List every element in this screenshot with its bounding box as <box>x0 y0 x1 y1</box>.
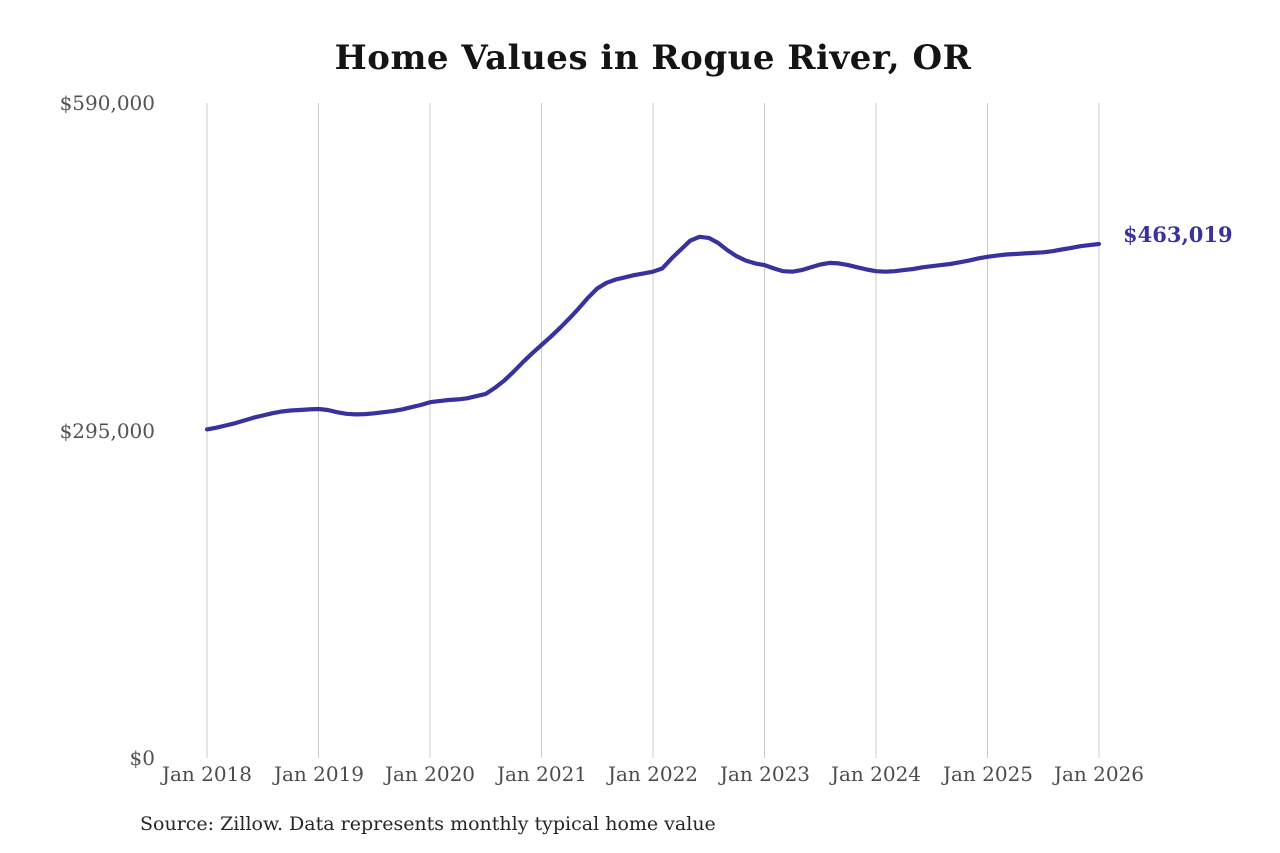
y-axis-tick-label: $295,000 <box>59 419 155 443</box>
y-axis-tick-label: $590,000 <box>59 91 155 115</box>
x-axis-tick-label: Jan 2023 <box>719 762 811 786</box>
x-axis-tick-label: Jan 2022 <box>607 762 699 786</box>
x-axis-tick-label: Jan 2021 <box>496 762 588 786</box>
x-axis-tick-label: Jan 2026 <box>1053 762 1145 786</box>
x-axis-tick-label: Jan 2024 <box>830 762 922 786</box>
x-axis-tick-label: Jan 2018 <box>161 762 253 786</box>
y-axis-tick-label: $0 <box>129 746 155 770</box>
series-line <box>204 234 1102 432</box>
x-axis-tick-label: Jan 2019 <box>273 762 365 786</box>
x-axis-tick-label: Jan 2020 <box>384 762 476 786</box>
source-note: Source: Zillow. Data represents monthly … <box>140 813 716 835</box>
chart-title: Home Values in Rogue River, OR <box>334 38 972 78</box>
series-end-value-label: $463,019 <box>1123 222 1233 247</box>
x-axis-tick-label: Jan 2025 <box>942 762 1034 786</box>
